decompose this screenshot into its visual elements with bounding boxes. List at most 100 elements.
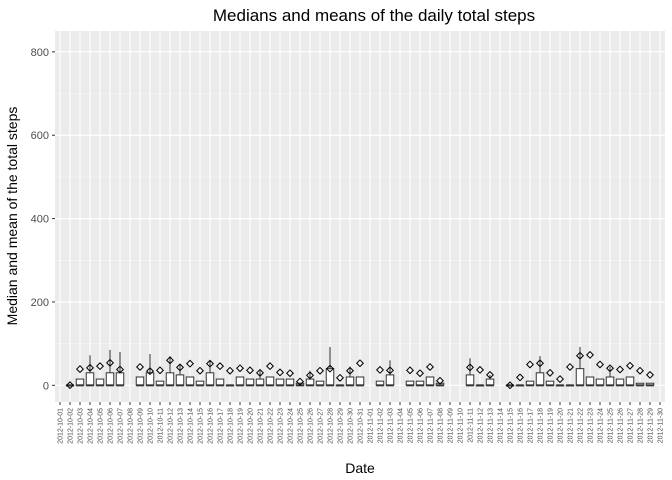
- box-2012-11-15: [505, 384, 515, 387]
- box-body: [105, 372, 115, 386]
- y-tick-label: 0: [43, 380, 49, 392]
- box-2012-10-19: [235, 376, 245, 387]
- box-body: [205, 372, 215, 386]
- mean-marker: [85, 363, 95, 372]
- mean-marker: [75, 365, 85, 374]
- x-tick-label: 2012-11-18: [538, 408, 545, 443]
- box-body: [185, 376, 195, 386]
- box-body: [345, 376, 355, 386]
- box-body: [425, 376, 435, 386]
- x-tick-label: 2012-10-18: [228, 408, 235, 444]
- y-tick-label: 600: [31, 130, 49, 142]
- box-2012-10-18: [225, 384, 235, 387]
- x-tick-label: 2012-11-24: [598, 408, 605, 443]
- box-2012-10-11: [155, 380, 165, 387]
- mean-marker: [555, 375, 565, 384]
- mean-marker: [645, 370, 655, 379]
- mean-marker: [165, 356, 175, 365]
- mean-marker: [285, 369, 295, 378]
- mean-marker: [105, 358, 115, 367]
- box-2012-10-10: [145, 354, 155, 387]
- x-tick-label: 2012-11-28: [638, 408, 645, 443]
- x-tick-label: 2012-10-30: [348, 408, 355, 444]
- x-tick-label: 2012-10-12: [168, 408, 175, 444]
- x-tick-label: 2012-10-16: [208, 408, 215, 444]
- x-tick-label: 2012-10-08: [128, 408, 135, 444]
- box-2012-11-07: [425, 376, 435, 387]
- box-2012-10-27: [315, 380, 325, 387]
- box-series: [65, 346, 655, 387]
- box-body: [85, 372, 95, 386]
- x-tick-label: 2012-11-22: [578, 408, 585, 443]
- box-body: [165, 372, 175, 386]
- y-axis-title: Median and mean of the total steps: [4, 107, 20, 326]
- x-tick-label: 2012-10-05: [98, 408, 105, 444]
- x-tick-label: 2012-10-01: [58, 408, 65, 444]
- box-2012-11-16: [515, 384, 525, 387]
- x-tick-label: 2012-11-11: [468, 408, 475, 443]
- box-2012-10-12: [165, 356, 175, 387]
- mean-marker: [525, 360, 535, 369]
- x-axis-title: Date: [345, 460, 375, 476]
- mean-marker: [585, 350, 595, 359]
- x-tick-label: 2012-10-06: [108, 408, 115, 444]
- mean-marker: [255, 368, 265, 377]
- mean-marker: [195, 366, 205, 375]
- x-tick-label: 2012-10-14: [188, 408, 195, 444]
- mean-marker: [505, 381, 515, 390]
- box-2012-11-22: [575, 346, 585, 387]
- x-tick-label: 2012-10-21: [258, 408, 265, 444]
- box-body: [625, 376, 635, 386]
- mean-marker: [305, 371, 315, 380]
- x-tick-label: 2012-11-08: [438, 408, 445, 443]
- mean-marker: [265, 362, 275, 371]
- y-tick-label: 400: [31, 214, 49, 226]
- grid-lines: [55, 31, 665, 402]
- box-2012-11-23: [585, 376, 595, 387]
- box-body: [235, 376, 245, 386]
- x-tick-label: 2012-10-17: [218, 408, 225, 444]
- mean-marker: [465, 363, 475, 372]
- box-2012-11-20: [555, 384, 565, 387]
- box-2012-11-02: [375, 380, 385, 387]
- mean-marker: [155, 366, 165, 375]
- mean-marker: [415, 369, 425, 378]
- x-tick-label: 2012-10-07: [118, 408, 125, 444]
- box-body: [605, 376, 615, 386]
- box-2012-11-26: [615, 378, 625, 387]
- box-2012-10-06: [105, 349, 115, 387]
- box-body: [265, 376, 275, 386]
- box-body: [385, 374, 395, 386]
- x-tick-label: 2012-10-27: [318, 408, 325, 444]
- x-tick-label: 2012-11-27: [628, 408, 635, 443]
- mean-marker: [95, 362, 105, 371]
- x-tick-label: 2012-11-30: [658, 408, 665, 443]
- box-2012-10-20: [245, 378, 255, 387]
- box-2012-11-27: [625, 376, 635, 387]
- x-tick-label: 2012-10-24: [288, 408, 295, 444]
- mean-markers: [65, 350, 655, 390]
- x-tick-label: 2012-10-20: [248, 408, 255, 444]
- box-2012-10-05: [95, 378, 105, 387]
- chart-title: Medians and means of the daily total ste…: [213, 6, 535, 25]
- x-tick-label: 2012-11-23: [588, 408, 595, 443]
- box-2012-11-24: [595, 378, 605, 387]
- mean-marker: [315, 366, 325, 375]
- box-2012-10-21: [255, 370, 265, 387]
- mean-marker: [575, 351, 585, 360]
- x-tick-label: 2012-10-02: [68, 408, 75, 444]
- box-2012-10-03: [75, 378, 85, 387]
- mean-marker: [475, 365, 485, 374]
- x-tick-label: 2012-11-14: [498, 408, 505, 443]
- box-body: [325, 368, 335, 386]
- mean-marker: [515, 373, 525, 382]
- box-2012-10-23: [275, 378, 285, 387]
- box-2012-11-25: [605, 366, 615, 387]
- y-tick-label: 200: [31, 297, 49, 309]
- x-tick-label: 2012-10-03: [78, 408, 85, 444]
- x-tick-label: 2012-10-26: [308, 408, 315, 444]
- x-tick-label: 2012-11-19: [548, 408, 555, 443]
- x-tick-label: 2012-10-04: [88, 408, 95, 444]
- x-tick-label: 2012-10-29: [338, 408, 345, 444]
